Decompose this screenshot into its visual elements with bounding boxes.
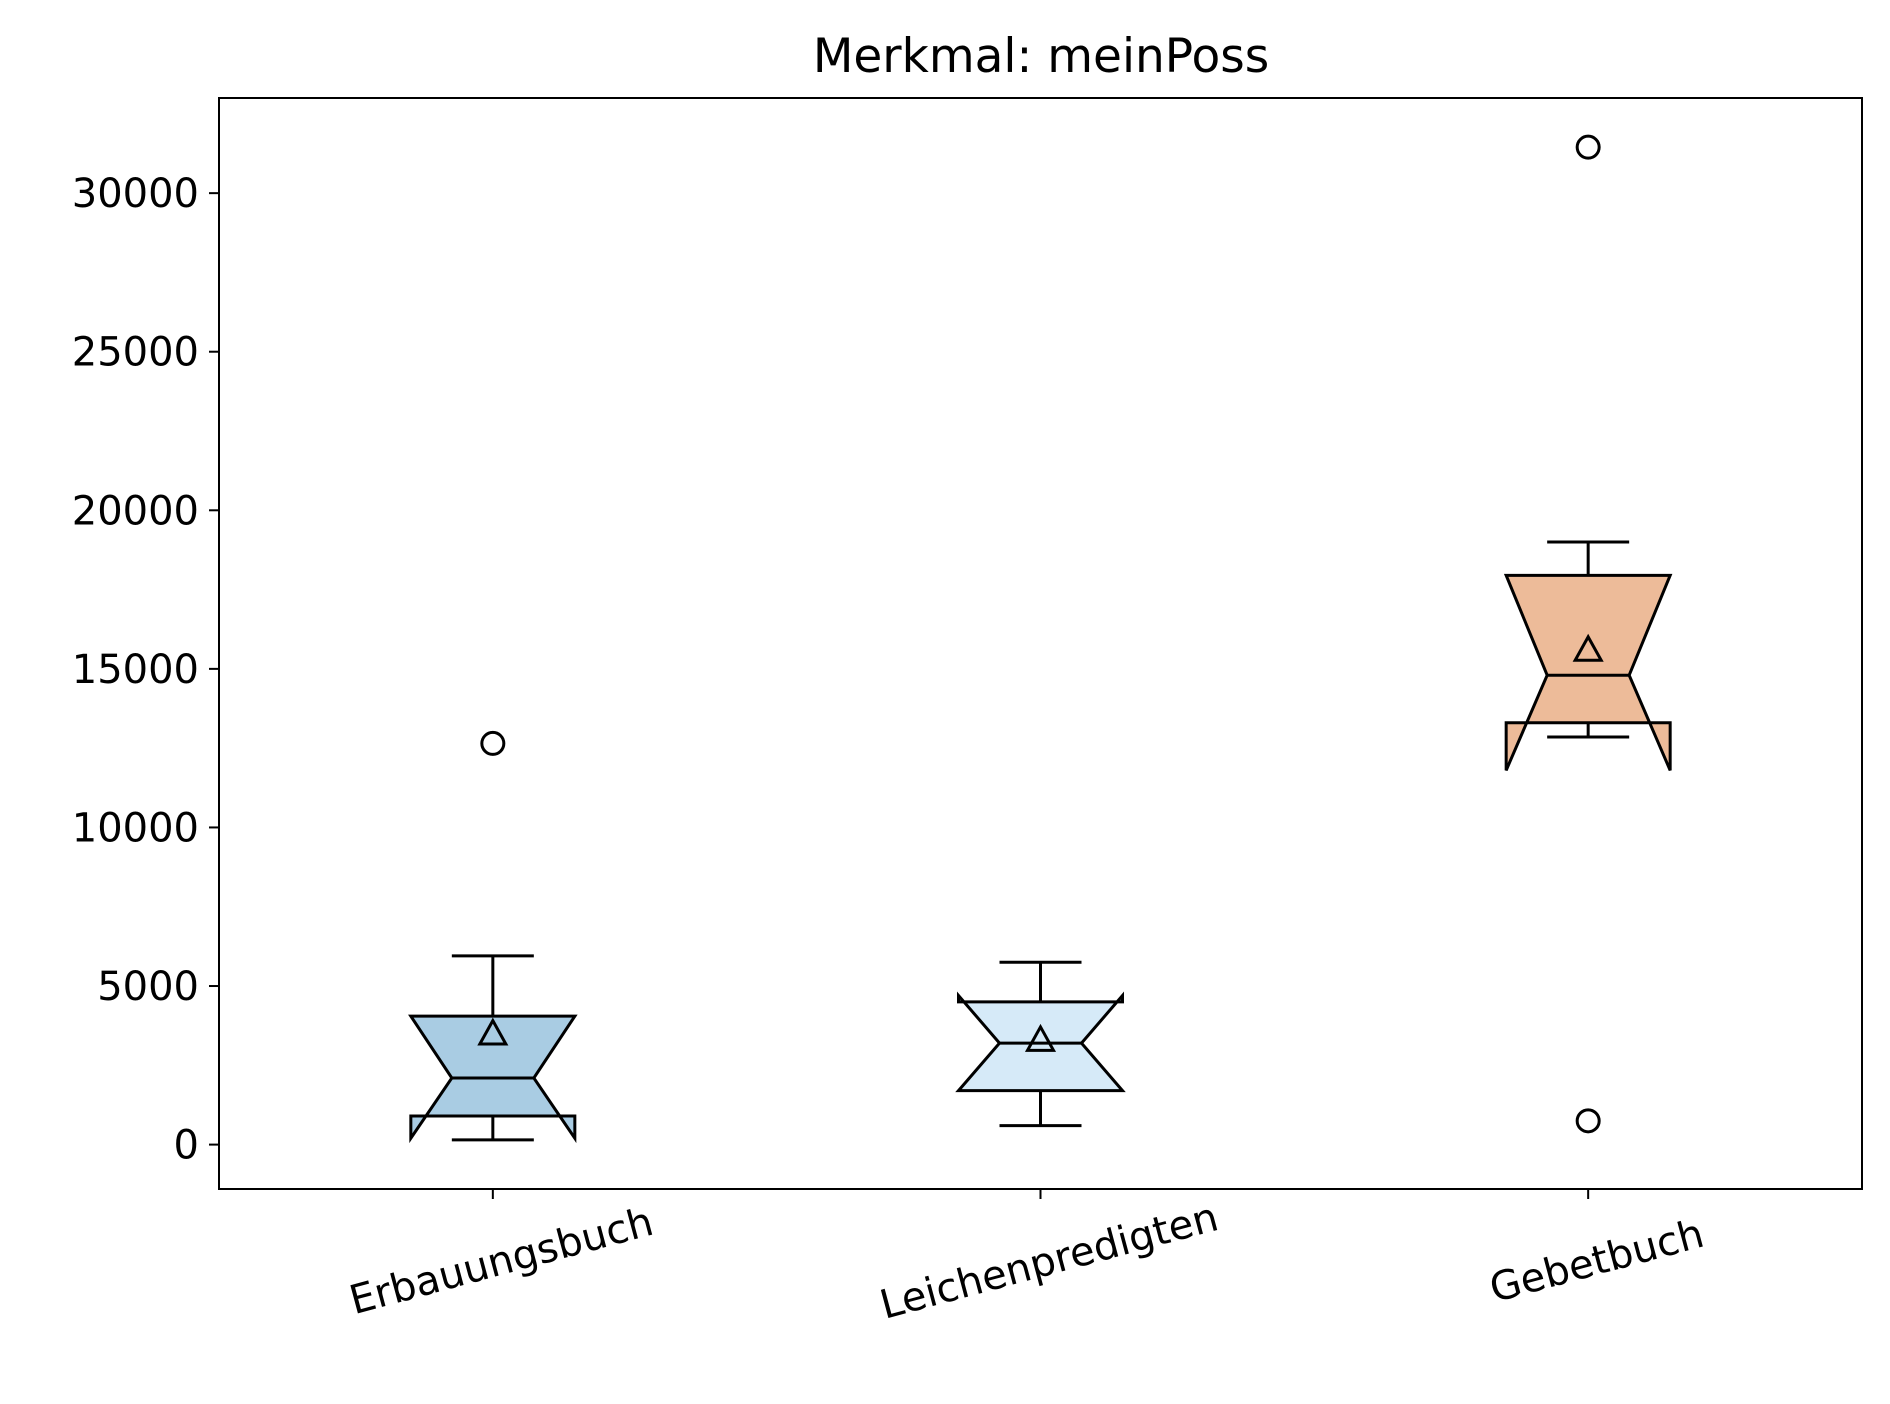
chart-title: Merkmal: meinPoss: [813, 29, 1269, 84]
y-tick-label: 0: [174, 1123, 199, 1169]
y-tick-label: 30000: [72, 171, 199, 217]
mean-marker: [477, 1017, 509, 1046]
y-tick-label: 15000: [72, 647, 199, 693]
box-Leichenpredigten: [955, 960, 1126, 1128]
box-Gebetbuch: [1503, 134, 1673, 1134]
outlier-point: [1575, 134, 1601, 160]
outlier-point: [1575, 1108, 1601, 1134]
x-tick-label: Erbauungsbuch: [345, 1199, 658, 1324]
outlier-point: [480, 730, 506, 756]
x-tick-label: Leichenpredigten: [875, 1194, 1223, 1328]
y-tick-label: 25000: [72, 330, 199, 376]
y-tick-label: 20000: [72, 488, 199, 534]
x-tick-label: Gebetbuch: [1485, 1211, 1709, 1312]
box-Erbauungsbuch: [408, 730, 578, 1144]
box-body: [1503, 573, 1673, 771]
y-tick-label: 5000: [97, 964, 199, 1010]
mean-marker: [1572, 633, 1604, 662]
plot-area-marks: [408, 134, 1673, 1144]
mean-marker: [1024, 1023, 1057, 1052]
y-tick-label: 10000: [72, 805, 199, 851]
